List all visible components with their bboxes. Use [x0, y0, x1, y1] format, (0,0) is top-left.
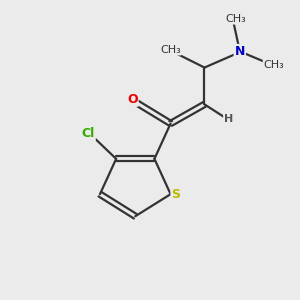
Text: CH₃: CH₃ [160, 45, 181, 55]
Text: CH₃: CH₃ [263, 60, 284, 70]
Text: N: N [235, 45, 245, 58]
Text: Cl: Cl [82, 127, 95, 140]
Text: CH₃: CH₃ [225, 14, 246, 24]
Text: O: O [127, 93, 138, 106]
Text: H: H [224, 114, 233, 124]
Text: S: S [171, 188, 180, 201]
